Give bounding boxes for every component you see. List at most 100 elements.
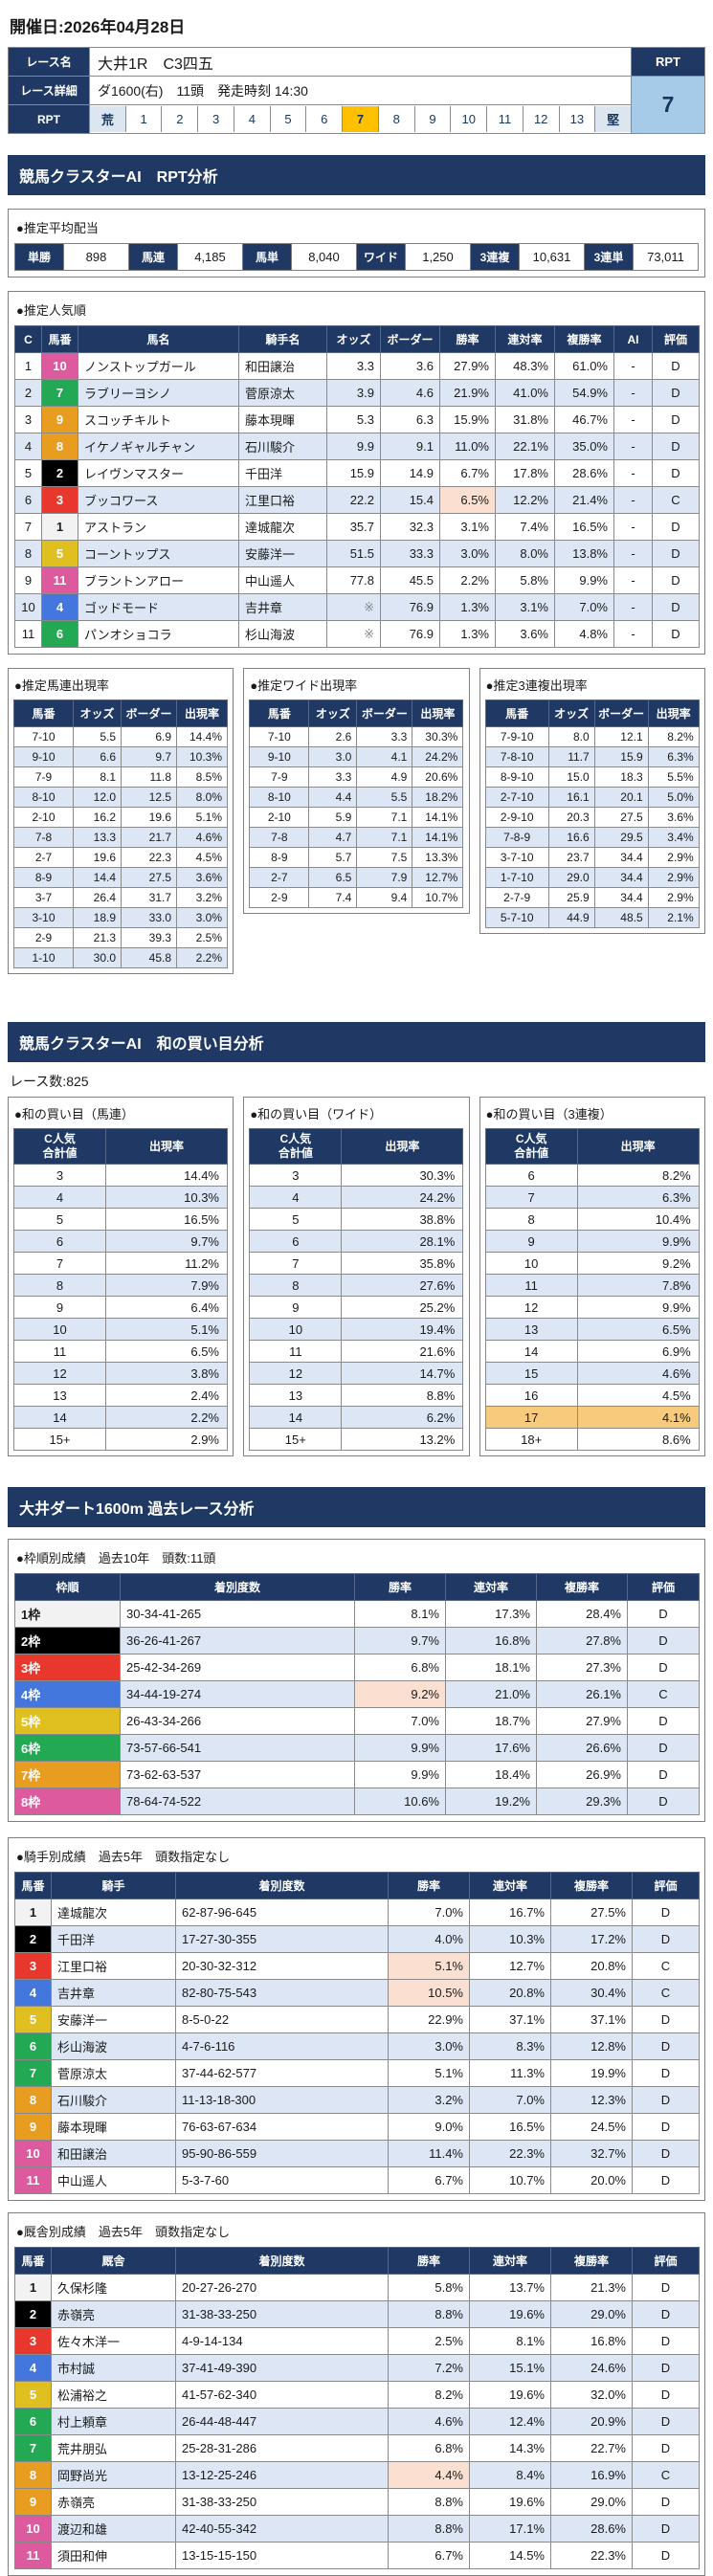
waku-row: 3枠 25-42-34-269 6.8% 18.1% 27.3% D bbox=[14, 1654, 700, 1681]
evaluation: D bbox=[652, 352, 700, 380]
ai-value: - bbox=[613, 433, 653, 460]
show-rate: 17.2% bbox=[550, 1925, 633, 1953]
odds-value: 8.0 bbox=[547, 726, 595, 747]
odds-value: 4.7 bbox=[308, 827, 358, 848]
quinella-rate: 18.1% bbox=[445, 1654, 537, 1681]
rpt-scale-cell: 7 bbox=[342, 106, 378, 132]
stable-name: 松浦裕之 bbox=[51, 2381, 176, 2409]
occurrence-row: 8-9-10 15.0 18.3 5.5% bbox=[484, 766, 700, 788]
win-rate: 27.9% bbox=[439, 352, 496, 380]
popularity-row: 2 7 ラブリーヨシノ 菅原涼太 3.9 4.6 21.9% 41.0% 54.9% - D bbox=[14, 379, 700, 407]
wa-row: 10 5.1% bbox=[13, 1318, 228, 1341]
evaluation: D bbox=[632, 2408, 700, 2435]
show-rate: 9.9% bbox=[554, 566, 614, 594]
finish-record: 78-64-74-522 bbox=[120, 1788, 355, 1815]
combo-numbers: 2-9 bbox=[13, 927, 74, 948]
show-rate: 32.0% bbox=[550, 2381, 633, 2409]
horse-number-badge: 7 bbox=[41, 379, 78, 407]
finish-record: 4-7-6-116 bbox=[175, 2032, 389, 2060]
win-rate: 15.9% bbox=[439, 406, 496, 433]
combo-numbers: 7-10 bbox=[13, 726, 74, 747]
win-rate: 8.8% bbox=[388, 2300, 470, 2328]
jockey-row: 1 達城龍次 62-87-96-645 7.0% 16.7% 27.5% D bbox=[14, 1899, 700, 1926]
wa-row: 11 21.6% bbox=[249, 1340, 464, 1363]
occurrence-col-header: ボーダー bbox=[356, 700, 413, 727]
section-title-rpt-analysis: 競馬クラスターAI RPT分析 bbox=[8, 155, 705, 195]
popularity-row: 10 4 ゴッドモード 吉井章 ※ 76.9 1.3% 3.1% 7.0% - D bbox=[14, 593, 700, 621]
wa-tables-row: ●和の買い目（馬連） C人気 合計値 出現率 3 14.4% 4 10.3% 5 16.5% 6… bbox=[8, 1097, 705, 1456]
evaluation: D bbox=[652, 513, 700, 541]
quinella-rate: 13.7% bbox=[469, 2274, 551, 2301]
border-value: 11.8 bbox=[121, 766, 177, 788]
occurrence-rate: 10.7% bbox=[412, 887, 464, 908]
occurrence-row: 2-9 7.4 9.4 10.7% bbox=[249, 887, 464, 908]
finish-record: 25-42-34-269 bbox=[120, 1654, 355, 1681]
win-rate: 1.3% bbox=[439, 620, 496, 648]
occurrence-row: 2-7-10 16.1 20.1 5.0% bbox=[484, 787, 700, 808]
ai-value: - bbox=[613, 379, 653, 407]
combo-numbers: 9-10 bbox=[249, 746, 310, 767]
occurrence-col-header: 馬番 bbox=[484, 700, 549, 727]
occurrence-rate: 6.4% bbox=[105, 1296, 228, 1319]
stable-name: 市村誠 bbox=[51, 2354, 176, 2382]
evaluation: D bbox=[652, 459, 700, 487]
wa-col-header: 出現率 bbox=[576, 1128, 700, 1165]
waku-row: 5枠 26-43-34-266 7.0% 18.7% 27.9% D bbox=[14, 1707, 700, 1735]
c-popularity-sum: 10 bbox=[484, 1252, 578, 1275]
quinella-rate: 10.3% bbox=[469, 1925, 551, 1953]
jockey-row: 9 藤本現暉 76-63-67-634 9.0% 16.5% 24.5% D bbox=[14, 2113, 700, 2141]
occurrence-rate: 6.5% bbox=[576, 1318, 700, 1341]
stable-name: 須田和伸 bbox=[51, 2542, 176, 2569]
win-rate: 5.1% bbox=[388, 1952, 470, 1980]
win-rate: 8.1% bbox=[354, 1600, 446, 1628]
jockey-name: 杉山海波 bbox=[238, 620, 327, 648]
wa-row: 6 28.1% bbox=[249, 1230, 464, 1253]
stable-performance-title: ●厩舎別成績 過去5年 頭数指定なし bbox=[16, 2225, 231, 2239]
c-popularity-sum: 14 bbox=[484, 1340, 578, 1363]
occurrence-row: 2-7 6.5 7.9 12.7% bbox=[249, 867, 464, 888]
win-rate: 6.7% bbox=[439, 459, 496, 487]
win-rate: 9.0% bbox=[388, 2113, 470, 2141]
win-rate: 9.9% bbox=[354, 1761, 446, 1788]
wa-row: 10 19.4% bbox=[249, 1318, 464, 1341]
popularity-col-header: 勝率 bbox=[439, 325, 496, 353]
quinella-rate: 11.3% bbox=[469, 2059, 551, 2087]
win-rate: 3.2% bbox=[388, 2086, 470, 2114]
waku-label: 4枠 bbox=[14, 1680, 121, 1708]
occurrence-rate: 12.7% bbox=[412, 867, 464, 888]
section-title-past-analysis: 大井ダート1600m 過去レース分析 bbox=[8, 1487, 705, 1527]
horse-number-badge: 9 bbox=[41, 406, 78, 433]
evaluation: D bbox=[627, 1600, 700, 1628]
border-value: 6.3 bbox=[380, 406, 440, 433]
horse-number-badge: 10 bbox=[14, 2515, 52, 2543]
popularity-row: 8 5 コーントップス 安藤洋一 51.5 33.3 3.0% 8.0% 13.8% - D bbox=[14, 540, 700, 567]
evaluation: D bbox=[632, 2327, 700, 2355]
c-popularity-sum: 4 bbox=[249, 1186, 343, 1209]
finish-record: 8-5-0-22 bbox=[175, 2006, 389, 2033]
wa-row: 15 4.6% bbox=[484, 1362, 700, 1385]
occurrence-rate: 14.7% bbox=[341, 1362, 464, 1385]
occurrence-rate: 8.2% bbox=[647, 726, 700, 747]
show-rate: 27.3% bbox=[536, 1654, 628, 1681]
evaluation: C bbox=[632, 1952, 700, 1980]
cluster-rank: 6 bbox=[14, 486, 42, 514]
occurrence-rate: 30.3% bbox=[341, 1164, 464, 1187]
waku-label: 6枠 bbox=[14, 1734, 121, 1762]
quinella-rate: 15.1% bbox=[469, 2354, 551, 2382]
occurrence-rate: 16.5% bbox=[105, 1208, 228, 1231]
horse-name: レイヴンマスター bbox=[78, 459, 239, 487]
horse-number-badge: 6 bbox=[41, 620, 78, 648]
jockey-row: 11 中山遥人 5-3-7-60 6.7% 10.7% 20.0% D bbox=[14, 2166, 700, 2194]
popularity-row: 6 3 ブッコワース 江里口裕 22.2 15.4 6.5% 12.2% 21.4% - C bbox=[14, 486, 700, 514]
horse-name: ラブリーヨシノ bbox=[78, 379, 239, 407]
occurrence-row: 7-8-9 16.6 29.5 3.4% bbox=[484, 827, 700, 848]
wa-umaren-table: C人気 合計値 出現率 3 14.4% 4 10.3% 5 16.5% 6 9.7% 7 11.2% 8… bbox=[13, 1128, 228, 1451]
stable-row: 5 松浦裕之 41-57-62-340 8.2% 19.6% 32.0% D bbox=[14, 2381, 700, 2409]
border-value: 7.9 bbox=[356, 867, 413, 888]
c-popularity-sum: 7 bbox=[13, 1252, 106, 1275]
horse-number-badge: 5 bbox=[14, 2006, 52, 2033]
border-value: 6.9 bbox=[121, 726, 177, 747]
wa-row: 16 4.5% bbox=[484, 1384, 700, 1407]
occurrence-rate: 2.9% bbox=[647, 867, 700, 888]
occurrence-rate: 13.2% bbox=[341, 1428, 464, 1451]
